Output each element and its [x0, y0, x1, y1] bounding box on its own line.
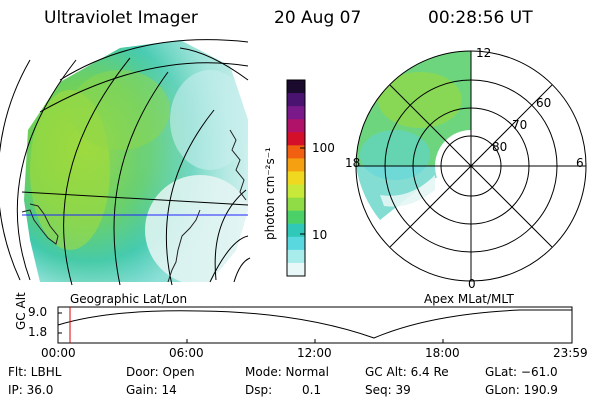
alt-xtick-2359: 23:59: [553, 346, 588, 360]
apex-label: Apex MLat/MLT: [424, 292, 514, 306]
mlt-label-6: 6: [576, 156, 584, 170]
colorbar-cell: [287, 119, 305, 133]
info-glat: GLat: −61.0: [485, 365, 558, 379]
alt-ytick-9: 9.0: [28, 305, 48, 319]
colorbar-cell: [287, 236, 305, 251]
colorbar-cell: [287, 132, 305, 146]
mlt-label-12: 12: [476, 46, 492, 60]
info-gc-alt: GC Alt: 6.4 Re: [365, 365, 449, 379]
info-door: Door: Open: [126, 365, 195, 379]
info-seq: Seq: 39: [365, 383, 411, 397]
instrument-title: Ultraviolet Imager: [44, 8, 198, 28]
colorbar-unit-label: photon cm⁻²s⁻¹: [263, 147, 277, 240]
colorbar-label-100: 100: [312, 141, 335, 155]
mlt-label-18: 18: [345, 156, 361, 170]
colorbar-cell: [287, 106, 305, 120]
mlat-label-80: 80: [492, 140, 508, 154]
alt-ytick-1-8: 1.8: [28, 325, 48, 339]
colorbar-cell: [287, 210, 305, 225]
colorbar: [286, 79, 306, 277]
alt-xtick-1200: 12:00: [297, 346, 332, 360]
colorbar-cell: [287, 171, 305, 186]
info-dsp-label: Dsp:: [245, 383, 273, 397]
mlt-label-0: 0: [468, 277, 476, 291]
info-flt: Flt: LBHL: [8, 365, 62, 379]
altitude-plot: [57, 306, 573, 344]
alt-xtick-1800: 18:00: [425, 346, 460, 360]
info-ip: IP: 36.0: [8, 383, 54, 397]
alt-ylabel: GC Alt: [14, 292, 28, 330]
alt-xtick-0000: 00:00: [41, 346, 76, 360]
colorbar-cell: [287, 262, 305, 277]
colorbar-cell: [287, 184, 305, 199]
info-gain: Gain: 14: [126, 383, 177, 397]
header-time: 00:28:56 UT: [428, 8, 533, 28]
alt-xtick-0600: 06:00: [169, 346, 204, 360]
colorbar-cell: [287, 145, 305, 159]
polar-dial: [355, 50, 587, 282]
header-date: 20 Aug 07: [274, 8, 362, 28]
mlat-label-70: 70: [512, 118, 528, 132]
geographic-image: [0, 39, 251, 286]
colorbar-cell: [287, 158, 305, 172]
colorbar-cell: [287, 223, 305, 238]
info-dsp-value: 0.1: [302, 383, 322, 397]
info-mode: Mode: Normal: [245, 365, 329, 379]
colorbar-cell: [287, 249, 305, 264]
mlat-label-60: 60: [536, 96, 552, 110]
info-glon: GLon: 190.9: [485, 383, 558, 397]
colorbar-cell: [287, 197, 305, 212]
colorbar-label-10: 10: [312, 228, 328, 242]
colorbar-cell: [287, 80, 305, 94]
geographic-label: Geographic Lat/Lon: [70, 292, 188, 306]
colorbar-cell: [287, 93, 305, 107]
